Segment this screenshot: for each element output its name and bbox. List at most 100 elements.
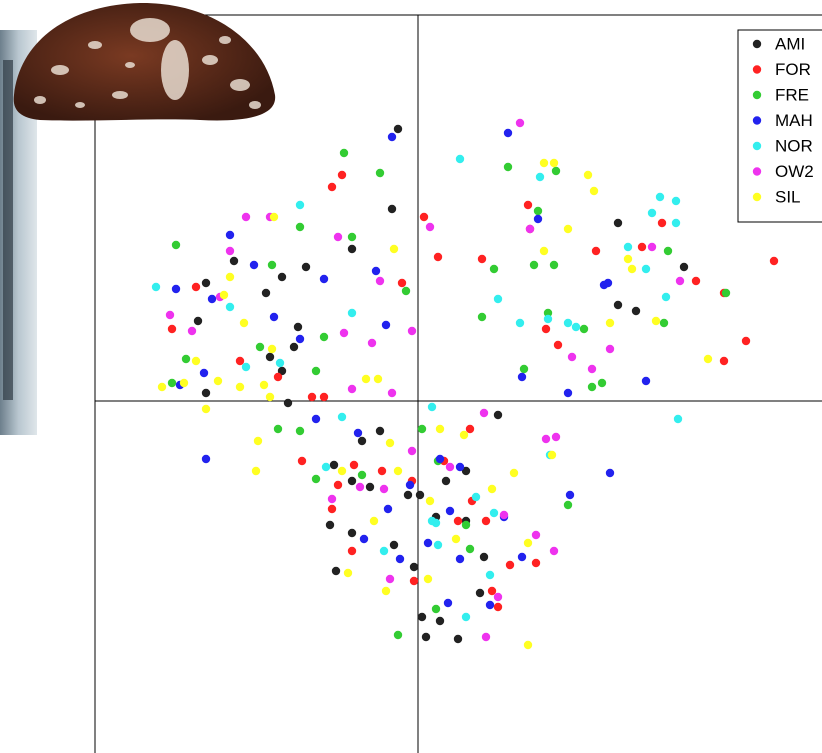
point (479, 552, 489, 562)
point (435, 454, 445, 464)
point (659, 318, 669, 328)
point (663, 246, 673, 256)
point (553, 340, 563, 350)
point (295, 334, 305, 344)
point (417, 424, 427, 434)
point (465, 424, 475, 434)
point (337, 412, 347, 422)
point (193, 316, 203, 326)
point (383, 504, 393, 514)
point (311, 474, 321, 484)
legend-label: FRE (775, 85, 809, 104)
point (547, 450, 557, 460)
point (461, 520, 471, 530)
point (453, 634, 463, 644)
point (455, 462, 465, 472)
point (353, 428, 363, 438)
point (381, 586, 391, 596)
point (201, 278, 211, 288)
point (525, 224, 535, 234)
point (655, 192, 665, 202)
point (179, 378, 189, 388)
point (361, 374, 371, 384)
point (631, 306, 641, 316)
points (151, 118, 779, 650)
point (329, 460, 339, 470)
point (453, 516, 463, 526)
point (379, 546, 389, 556)
point (255, 342, 265, 352)
point (347, 528, 357, 538)
point (641, 376, 651, 386)
point (277, 272, 287, 282)
point (355, 482, 365, 492)
point (489, 264, 499, 274)
point (225, 246, 235, 256)
point (333, 480, 343, 490)
point (337, 466, 347, 476)
point (201, 388, 211, 398)
point (267, 260, 277, 270)
point (571, 322, 581, 332)
point (297, 456, 307, 466)
point (311, 366, 321, 376)
point (407, 326, 417, 336)
point (387, 132, 397, 142)
point (637, 242, 647, 252)
point (421, 632, 431, 642)
point (441, 476, 451, 486)
point (423, 538, 433, 548)
point (531, 558, 541, 568)
point (167, 324, 177, 334)
point (327, 494, 337, 504)
point (543, 308, 553, 318)
point (369, 516, 379, 526)
point (605, 468, 615, 478)
point (375, 168, 385, 178)
point (319, 332, 329, 342)
point (311, 414, 321, 424)
point (531, 530, 541, 540)
point (487, 484, 497, 494)
point (661, 292, 671, 302)
point (373, 374, 383, 384)
point (613, 218, 623, 228)
point (451, 534, 461, 544)
point (225, 302, 235, 312)
point (265, 352, 275, 362)
point (289, 342, 299, 352)
point (213, 376, 223, 386)
point (487, 586, 497, 596)
legend-marker (752, 192, 762, 202)
point (675, 276, 685, 286)
point (517, 552, 527, 562)
point (671, 218, 681, 228)
point (267, 344, 277, 354)
point (461, 466, 471, 476)
point (151, 282, 161, 292)
point (253, 436, 263, 446)
point (721, 288, 731, 298)
point (425, 222, 435, 232)
point (563, 388, 573, 398)
point (523, 640, 533, 650)
point (719, 356, 729, 366)
point (325, 520, 335, 530)
point (403, 490, 413, 500)
point (471, 492, 481, 502)
point (295, 222, 305, 232)
point (587, 364, 597, 374)
point (181, 354, 191, 364)
point (415, 490, 425, 500)
point (769, 256, 779, 266)
point (409, 576, 419, 586)
legend-label: NOR (775, 136, 813, 155)
point (347, 232, 357, 242)
photo-overlay (0, 2, 276, 435)
point (387, 204, 397, 214)
point (549, 260, 559, 270)
point (493, 410, 503, 420)
point (533, 206, 543, 216)
legend-marker (752, 167, 762, 176)
